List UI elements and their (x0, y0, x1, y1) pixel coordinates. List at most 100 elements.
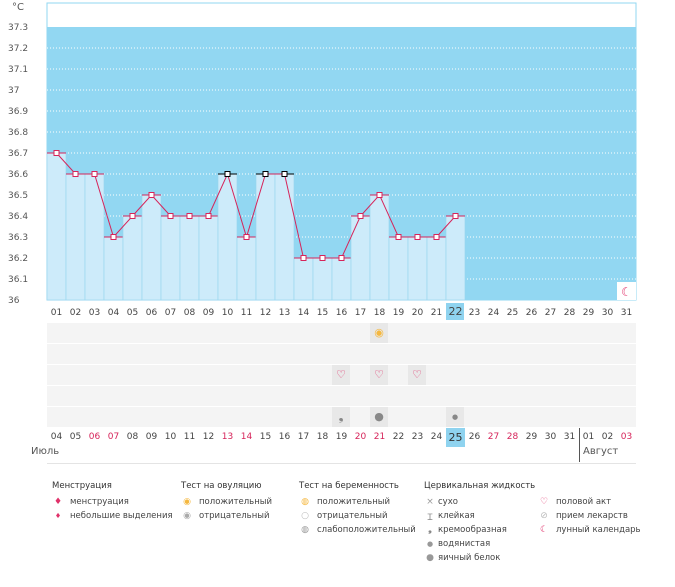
month-divider (579, 428, 580, 462)
temperature-bar (122, 215, 143, 301)
cycle-date[interactable]: 17 (297, 432, 310, 442)
y-tick-label: 36.1 (8, 275, 28, 285)
x-tick-label: 12 (260, 308, 271, 318)
cycle-date[interactable]: 01 (582, 432, 595, 442)
cycle-date[interactable]: 25 (446, 428, 465, 447)
cycle-date[interactable]: 27 (487, 432, 500, 442)
cycle-date[interactable]: 19 (335, 432, 348, 442)
legend-item: отрицательный (317, 511, 388, 521)
temperature-bar (388, 236, 409, 301)
moon-icon: ☾ (539, 525, 549, 535)
temperature-point (300, 255, 307, 261)
y-tick-label: 36.9 (8, 107, 28, 117)
cycle-date[interactable]: 13 (221, 432, 234, 442)
legend-other: ♡ половой акт ⊘ прием лекарств ☾ лунный кал… (538, 495, 641, 537)
cycle-date[interactable]: 12 (202, 432, 215, 442)
cycle-date[interactable]: 08 (126, 432, 139, 442)
temperature-point (224, 171, 231, 177)
temperature-point (129, 213, 136, 219)
cycle-date[interactable]: 09 (145, 432, 158, 442)
temperature-bar (236, 236, 257, 301)
month-july: Июль (31, 446, 60, 457)
ovulation-positive-icon: ◉ (183, 497, 191, 507)
cycle-date[interactable]: 02 (601, 432, 614, 442)
cycle-date[interactable]: 29 (525, 432, 538, 442)
x-tick-label: 31 (621, 308, 632, 318)
temperature-bar (426, 236, 447, 301)
temperature-bar (84, 173, 105, 301)
x-tick-label: 21 (431, 308, 442, 318)
x-tick-label: 13 (279, 308, 290, 318)
cycle-date[interactable]: 16 (278, 432, 291, 442)
cycle-date[interactable]: 18 (316, 432, 329, 442)
temperature-point (148, 192, 155, 198)
cycle-date[interactable]: 15 (259, 432, 272, 442)
cycle-date[interactable]: 21 (373, 432, 386, 442)
cycle-date[interactable]: 06 (88, 432, 101, 442)
legend-item: положительный (199, 497, 272, 507)
temperature-point (243, 234, 250, 240)
legend-pregnancy: Тест на беременность ◍ положительный ○ отр… (299, 481, 416, 537)
cycle-date[interactable]: 23 (411, 432, 424, 442)
temperature-point (110, 234, 117, 240)
x-tick-label: 05 (127, 308, 138, 318)
legend-menstruation: Менструация ♦ менструация ♦ небольшие выде… (52, 481, 173, 523)
heart-icon: ♡ (539, 497, 549, 507)
creamy-icon: ❟ (428, 525, 432, 535)
spotting-icon: ♦ (54, 512, 62, 520)
temperature-point (262, 171, 269, 177)
x-tick-label: 10 (222, 308, 234, 318)
cycle-date[interactable]: 07 (107, 432, 120, 442)
cycle-date[interactable]: 20 (354, 432, 367, 442)
cycle-date[interactable]: 31 (563, 432, 576, 442)
heart-icon[interactable]: ♡ (332, 365, 350, 385)
creamy-icon[interactable]: ❟ (332, 407, 350, 427)
legend-item: лунный календарь (556, 525, 641, 535)
cycle-date[interactable]: 03 (620, 432, 633, 442)
x-tick-label: 24 (488, 308, 500, 318)
cycle-date[interactable]: 10 (164, 432, 177, 442)
ovulation-positive-icon[interactable]: ◉ (370, 323, 388, 343)
temperature-point (281, 171, 288, 177)
temperature-point (395, 234, 402, 240)
legend-item: положительный (317, 497, 390, 507)
x-tick-label: 01 (51, 308, 62, 318)
cycle-date[interactable]: 14 (240, 432, 253, 442)
temperature-point (452, 213, 459, 219)
cycle-date[interactable]: 28 (506, 432, 519, 442)
cycle-date[interactable]: 05 (69, 432, 82, 442)
x-tick-label: 14 (298, 308, 310, 318)
cycle-date[interactable]: 22 (392, 432, 405, 442)
x-tick-label: 22 (449, 305, 463, 318)
temperature-bar (46, 152, 67, 301)
symptom-row (47, 386, 636, 406)
cycle-date[interactable]: 11 (183, 432, 196, 442)
temperature-point (167, 213, 174, 219)
month-august: Август (583, 446, 619, 457)
cycle-date[interactable]: 24 (430, 432, 443, 442)
cycle-date[interactable]: 26 (468, 432, 481, 442)
watery-icon[interactable]: ● (446, 407, 464, 427)
heart-icon[interactable]: ♡ (408, 365, 426, 385)
x-tick-label: 17 (355, 308, 366, 318)
cycle-date[interactable]: 04 (50, 432, 63, 442)
temperature-point (357, 213, 364, 219)
temperature-bar (179, 215, 200, 301)
temperature-bar (293, 257, 314, 301)
x-tick-label: 20 (412, 308, 424, 318)
symptom-row: ◉ (47, 323, 636, 343)
x-tick-label: 23 (469, 308, 480, 318)
legend-title: Менструация (52, 481, 112, 491)
egg-white-icon[interactable]: ● (370, 407, 388, 427)
x-tick-label: 09 (203, 308, 215, 318)
legend-item: сухо (438, 497, 458, 507)
temperature-point (186, 213, 193, 219)
legend-title: Цервикальная жидкость (424, 481, 536, 491)
temperature-bar (198, 215, 219, 301)
heart-icon[interactable]: ♡ (370, 365, 388, 385)
cycle-date[interactable]: 30 (544, 432, 557, 442)
pregnancy-weak-icon: ◍ (301, 525, 309, 535)
y-tick-label: 37.1 (8, 65, 28, 75)
temperature-point (338, 255, 345, 261)
